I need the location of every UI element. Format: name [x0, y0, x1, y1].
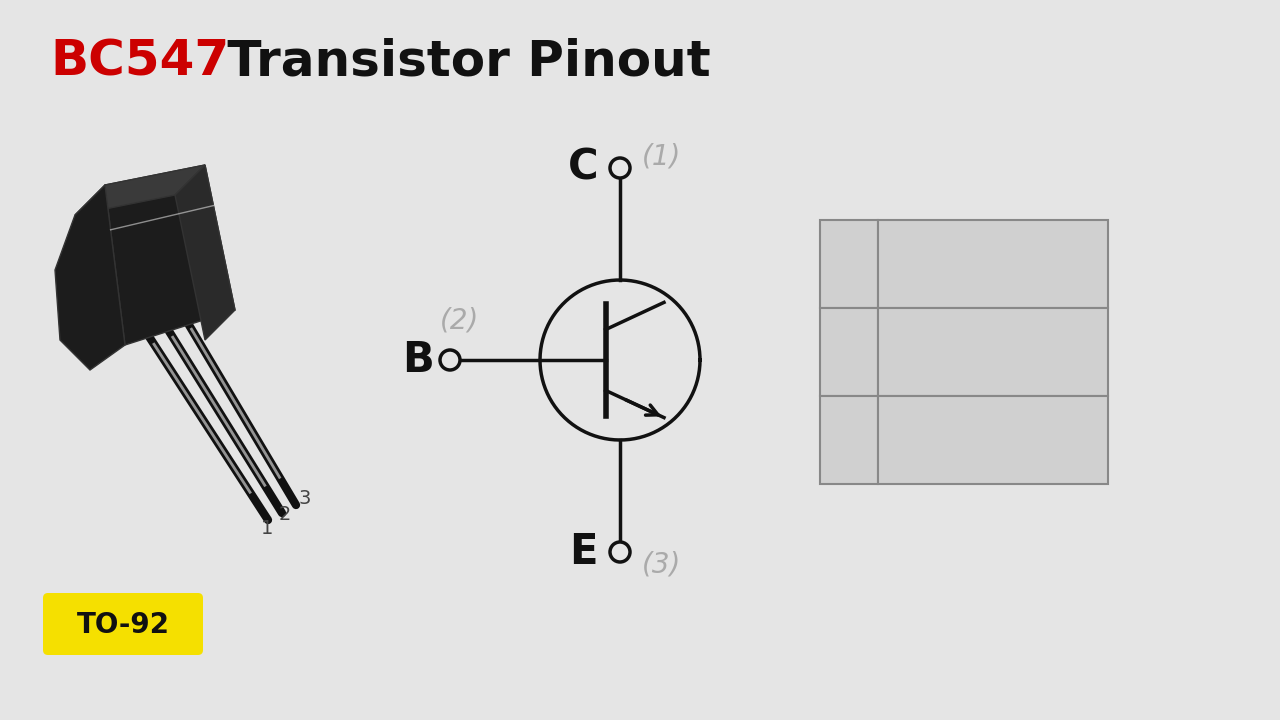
Text: BASE: BASE	[952, 338, 1034, 366]
Polygon shape	[175, 165, 236, 340]
Text: 2: 2	[279, 505, 291, 524]
Text: (2): (2)	[440, 306, 480, 334]
FancyBboxPatch shape	[820, 396, 878, 484]
Text: (3): (3)	[643, 550, 681, 578]
Text: COLLECTOR: COLLECTOR	[902, 250, 1084, 278]
FancyBboxPatch shape	[878, 308, 1108, 396]
Circle shape	[611, 158, 630, 178]
Circle shape	[611, 542, 630, 562]
Text: 3: 3	[298, 488, 311, 508]
FancyBboxPatch shape	[820, 308, 878, 396]
Polygon shape	[55, 185, 125, 370]
Text: Transistor Pinout: Transistor Pinout	[210, 38, 710, 86]
FancyBboxPatch shape	[44, 593, 204, 655]
Text: E: E	[570, 531, 598, 573]
Text: C: C	[567, 147, 598, 189]
Text: 3: 3	[840, 426, 859, 454]
Polygon shape	[76, 165, 205, 215]
FancyBboxPatch shape	[878, 396, 1108, 484]
Text: 1: 1	[261, 518, 273, 538]
Text: 1: 1	[840, 250, 859, 278]
FancyBboxPatch shape	[878, 220, 1108, 308]
FancyBboxPatch shape	[820, 220, 878, 308]
Text: (1): (1)	[643, 142, 681, 170]
Text: EMITTER: EMITTER	[925, 426, 1061, 454]
Circle shape	[440, 350, 460, 370]
Text: 2: 2	[840, 338, 859, 366]
Text: BC547: BC547	[50, 38, 229, 86]
Text: TO-92: TO-92	[77, 611, 169, 639]
Polygon shape	[105, 165, 236, 345]
Text: B: B	[402, 339, 434, 381]
